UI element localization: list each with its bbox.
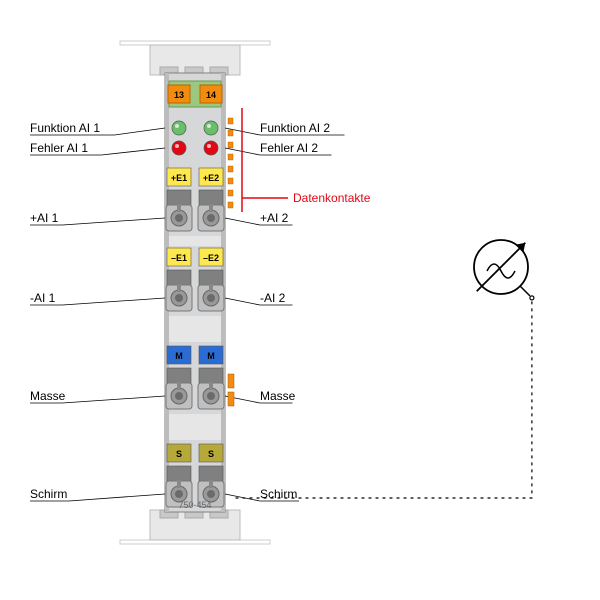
left-label: Funktion AI 1	[30, 121, 100, 135]
data-contact	[228, 178, 233, 184]
left-label: Fehler AI 1	[30, 141, 88, 155]
top-tab-label: 13	[174, 90, 184, 100]
data-contact	[228, 166, 233, 172]
data-contact	[228, 130, 233, 136]
data-contact	[228, 154, 233, 160]
right-label: +AI 2	[260, 211, 289, 225]
data-contacts-label: Datenkontakte	[293, 191, 371, 205]
power-contact	[228, 374, 234, 388]
top-tab-label: 14	[206, 90, 216, 100]
data-contact	[228, 202, 233, 208]
marker-label: S	[176, 449, 182, 459]
left-label: +AI 1	[30, 211, 59, 225]
left-label: Masse	[30, 389, 66, 403]
right-label: -AI 2	[260, 291, 286, 305]
marker-label: +E2	[203, 173, 219, 183]
power-contact	[228, 392, 234, 406]
right-label: Funktion AI 2	[260, 121, 330, 135]
marker-label: M	[175, 351, 183, 361]
marker-label: –E1	[171, 253, 187, 263]
right-label: Schirm	[260, 487, 297, 501]
status-led	[172, 121, 186, 135]
status-led	[172, 141, 186, 155]
marker-label: S	[208, 449, 214, 459]
left-label: Schirm	[30, 487, 67, 501]
right-label: Fehler AI 2	[260, 141, 318, 155]
data-contact	[228, 142, 233, 148]
right-label: Masse	[260, 389, 296, 403]
status-led	[204, 121, 218, 135]
part-number: 750-454	[178, 500, 211, 510]
left-label: -AI 1	[30, 291, 56, 305]
marker-label: +E1	[171, 173, 187, 183]
data-contact	[228, 190, 233, 196]
status-led	[204, 141, 218, 155]
data-contact	[228, 118, 233, 124]
marker-label: –E2	[203, 253, 219, 263]
marker-label: M	[207, 351, 215, 361]
